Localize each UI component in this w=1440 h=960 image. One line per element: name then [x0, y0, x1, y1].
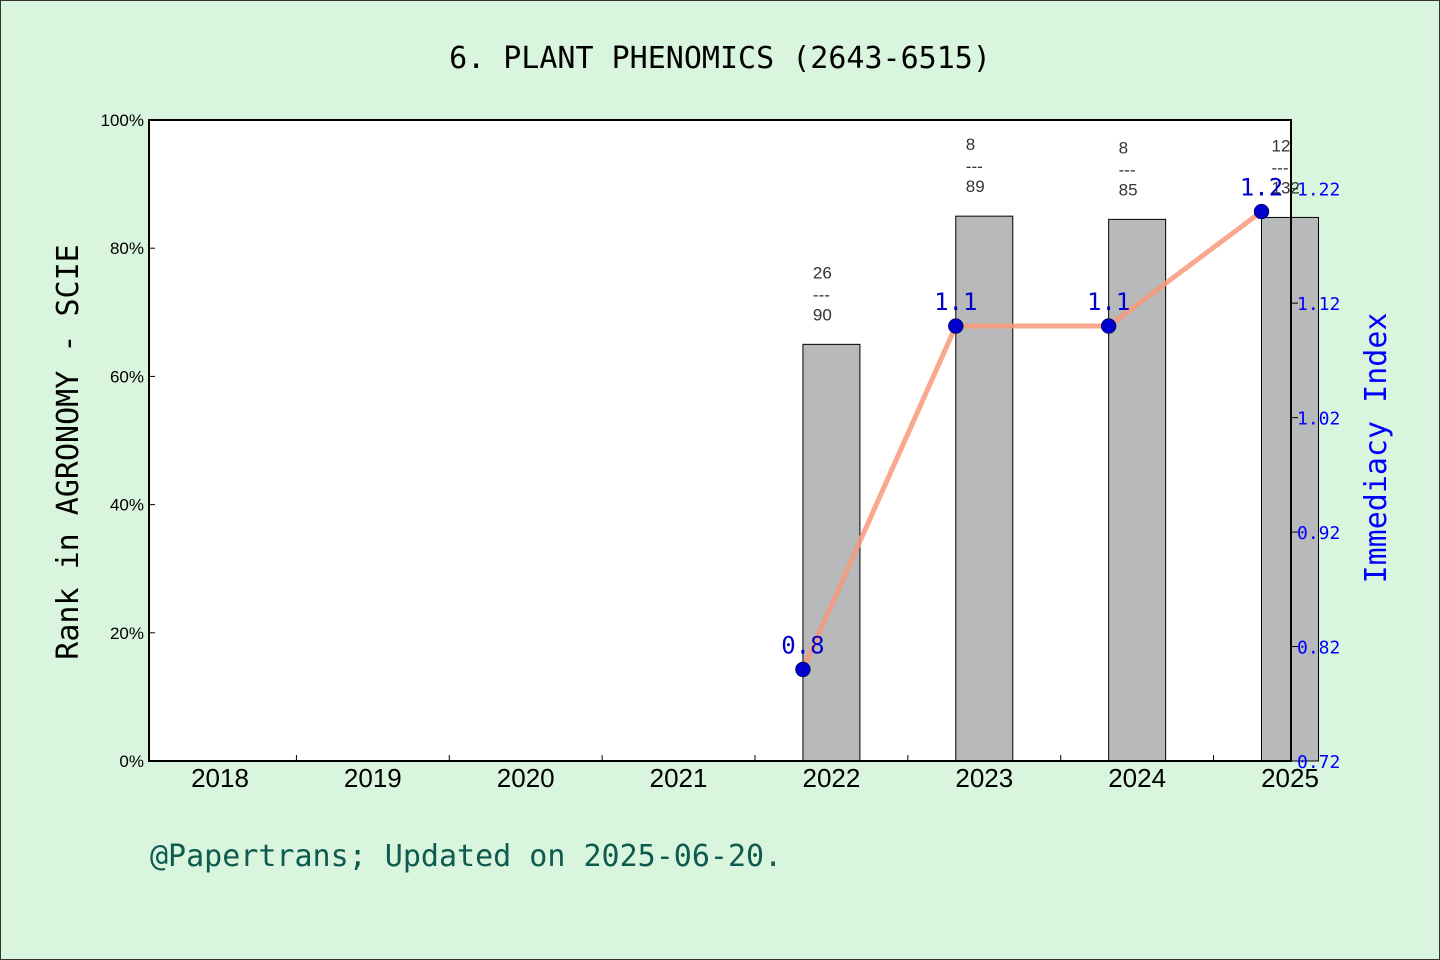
footer-credit: @Papertrans; Updated on 2025-06-20.	[150, 839, 782, 874]
rank-label-divider-2024: ---	[1119, 160, 1136, 179]
y-tick-label: 0%	[119, 752, 144, 771]
plot-area	[149, 120, 1291, 761]
x-tick-label-2021: 2021	[650, 763, 708, 793]
rank-label-top-2025: 12	[1272, 136, 1291, 155]
y2-tick-label: 0.72	[1297, 752, 1340, 773]
y-tick-label: 20%	[110, 624, 144, 643]
y-tick-label: 80%	[110, 239, 144, 258]
rank-label-top-2022: 26	[813, 263, 832, 282]
rank-label-top-2023: 8	[966, 135, 975, 154]
y2-tick-label: 0.82	[1297, 638, 1340, 659]
y-tick-label: 60%	[110, 367, 144, 386]
immediacy-point-2025	[1253, 203, 1270, 220]
x-tick-label-2025: 2025	[1261, 763, 1319, 793]
y2-tick-label: 1.22	[1297, 180, 1340, 201]
y-tick-label: 40%	[110, 496, 144, 515]
y2-tick-label: 0.92	[1297, 523, 1340, 544]
rank-label-divider-2022: ---	[813, 285, 830, 304]
rank-label-bottom-2022: 90	[813, 305, 832, 324]
y2-axis-label: Immediacy Index	[1359, 313, 1394, 584]
rank-label-top-2024: 8	[1119, 138, 1128, 157]
y-axis-label: Rank in AGRONOMY - SCIE	[51, 244, 86, 659]
immediacy-point-2024	[1100, 318, 1117, 334]
x-tick-label-2022: 2022	[803, 763, 861, 793]
immediacy-label-2022: 0.8	[781, 631, 824, 659]
bar-2024	[1108, 218, 1167, 762]
plot-frame	[148, 119, 1292, 762]
chart-title: 6. PLANT PHENOMICS (2643-6515)	[449, 41, 991, 76]
y2-tick-label: 1.02	[1297, 409, 1340, 430]
immediacy-point-2023	[948, 318, 964, 334]
x-tick-label-2020: 2020	[497, 763, 555, 793]
y-tick-label: 100%	[101, 111, 144, 130]
line-group	[795, 203, 1270, 678]
rank-label-divider-2023: ---	[966, 157, 983, 176]
immediacy-label-2025: 1.2	[1240, 174, 1283, 202]
bar-2023	[955, 215, 1014, 762]
bar-2022	[802, 343, 861, 762]
immediacy-point-2022	[795, 661, 811, 678]
x-tick-label-2019: 2019	[344, 763, 402, 793]
y2-tick-label: 1.12	[1297, 294, 1340, 315]
rank-label-bottom-2025: 132	[1272, 178, 1300, 197]
immediacy-line	[800, 209, 1263, 671]
ticks-group: 0% 20% 40% 60% 80% 100% 0.72 0.82 0.92 1.02 1.12 1.…	[101, 111, 1341, 793]
immediacy-label-2023: 1.1	[934, 288, 977, 316]
x-tick-label-2024: 2024	[1108, 763, 1166, 793]
rank-label-bottom-2024: 85	[1119, 180, 1138, 199]
rank-label-divider-2025: ---	[1272, 158, 1289, 177]
x-tick-label-2023: 2023	[955, 763, 1013, 793]
rank-label-bottom-2023: 89	[966, 177, 985, 196]
bars-group	[802, 215, 1319, 762]
immediacy-label-2024: 1.1	[1087, 288, 1130, 316]
x-tick-label-2018: 2018	[191, 763, 249, 793]
